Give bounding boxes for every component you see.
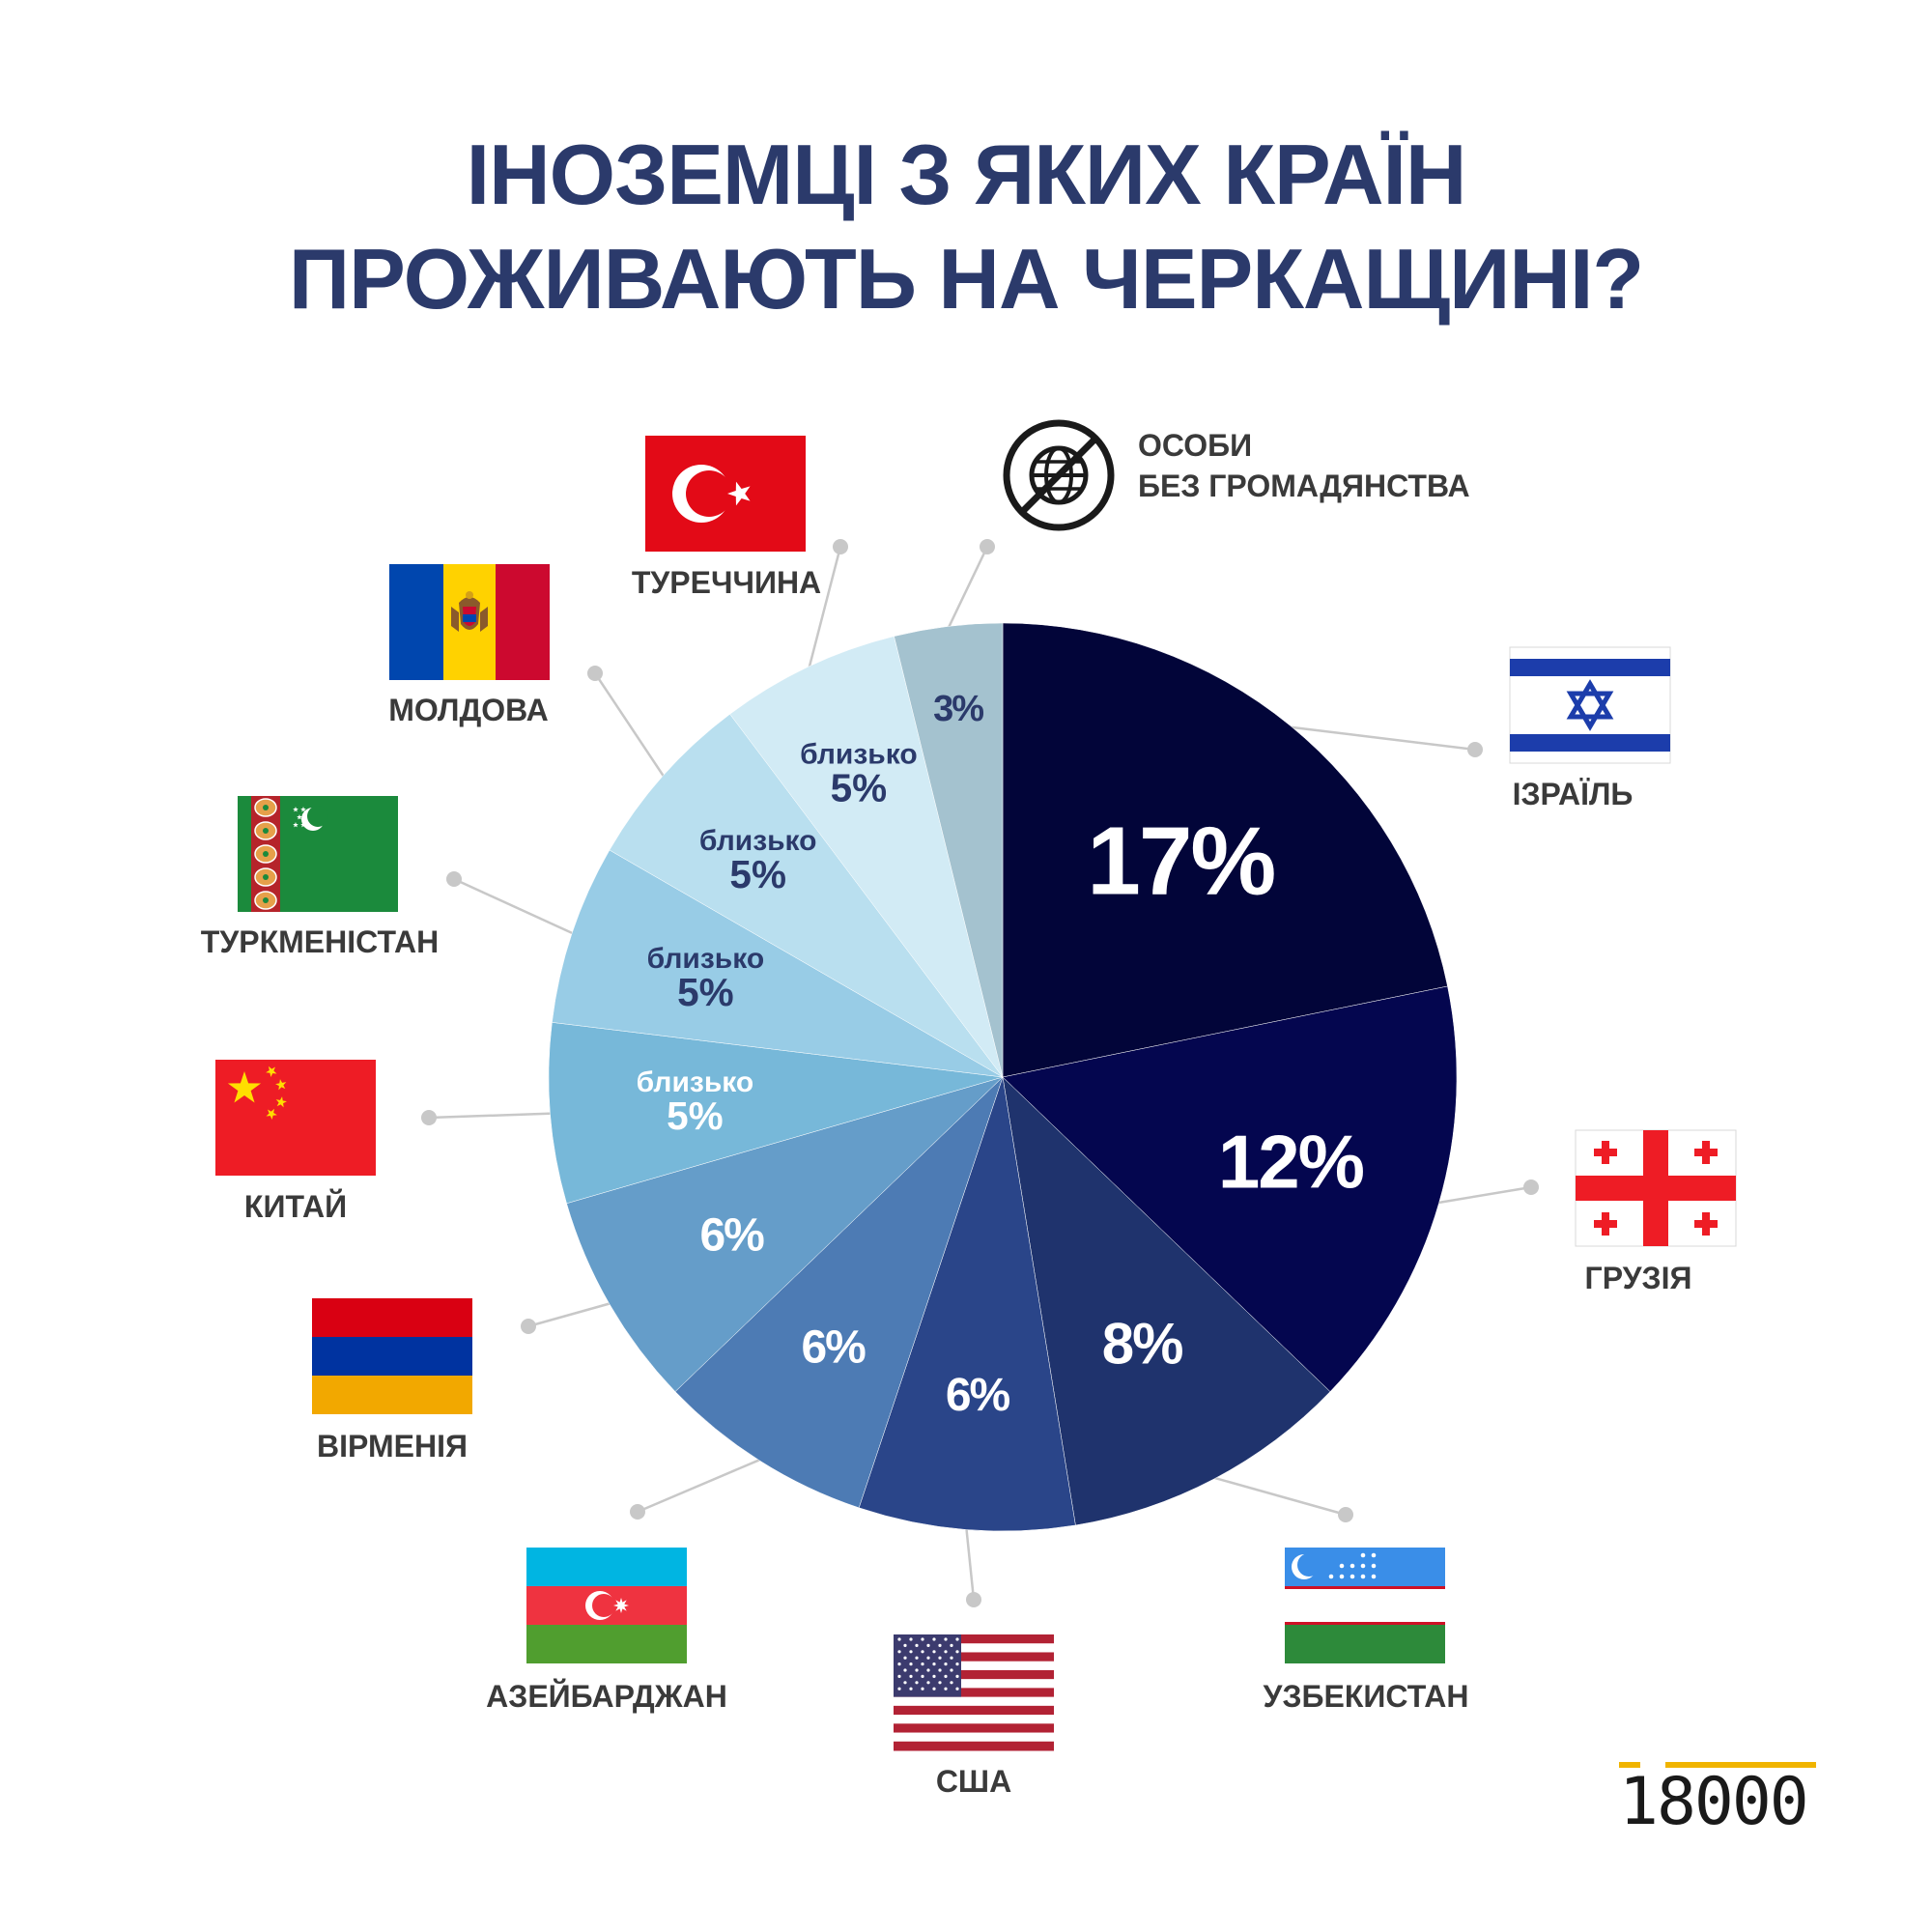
legend-label-slice-2: ГРУЗІЯ <box>1585 1261 1692 1295</box>
flag-azerbaijan-icon <box>526 1548 687 1663</box>
slice-5-wedge <box>674 1076 1004 1509</box>
legend-label-slice-7: КИТАЙ <box>244 1189 347 1224</box>
legend-label-slice-5: АЗЕЙБАРДЖАН <box>486 1679 727 1714</box>
legend-label-stateless-line-1: ОСОБИ <box>1138 428 1252 463</box>
flag-china-icon <box>215 1060 376 1176</box>
slice-4-connector <box>965 1527 976 1601</box>
slice-6-connector-dot <box>521 1319 536 1334</box>
slice-4-value-label: 6% <box>946 1370 1010 1421</box>
slice-2-wedge <box>1002 985 1458 1392</box>
slice-3-wedge <box>1002 1076 1331 1526</box>
slice-value-labels: 17%12%8%6%6%6%близько5%близько5%близько5… <box>637 689 1366 1421</box>
slice-7-wedge <box>548 1022 1004 1205</box>
slice-1-wedge <box>1002 622 1448 1078</box>
slice-8-connector <box>453 877 575 935</box>
slice-7-connector-dot <box>421 1110 437 1125</box>
logo-18000: 18000 <box>1619 1762 1816 1839</box>
slice-3-connector-dot <box>1338 1507 1353 1522</box>
slice-10-connector <box>808 546 842 669</box>
legend-label-slice-10: ТУРЕЧЧИНА <box>632 565 821 600</box>
slice-11-value-label: 3% <box>933 689 983 729</box>
slice-6-wedge <box>566 1076 1004 1392</box>
legend-label-slice-8: ТУРКМЕНІСТАН <box>201 924 439 959</box>
slice-7-connector <box>428 1112 553 1120</box>
logo-accent-bar <box>1665 1762 1816 1768</box>
slice-9-connector <box>593 672 666 779</box>
slice-7-prefix-label: близько <box>637 1066 754 1098</box>
slice-8-value-label: 5% <box>677 970 734 1014</box>
legend-label-slice-1: ІЗРАЇЛЬ <box>1513 777 1634 811</box>
flag-armenia-icon <box>312 1298 472 1414</box>
slice-3-value-label: 8% <box>1102 1311 1182 1376</box>
flag-usa-icon <box>894 1634 1054 1751</box>
slice-11-connector-dot <box>980 539 995 554</box>
slice-5-connector-dot <box>630 1504 645 1520</box>
stateless-globe-icon <box>1003 419 1115 531</box>
slice-2-connector <box>1436 1185 1532 1205</box>
flag-turkey-icon <box>645 436 806 552</box>
slice-9-connector-dot <box>587 666 603 681</box>
logo-text: 18000 <box>1619 1764 1809 1840</box>
legend-label-slice-6: ВІРМЕНІЯ <box>317 1429 468 1463</box>
slice-4-connector-dot <box>966 1592 981 1607</box>
pie-slices <box>548 622 1458 1532</box>
slice-10-value-label: 5% <box>831 765 888 810</box>
legend-label-slice-3: УЗБЕКИСТАН <box>1264 1679 1469 1714</box>
chart-title-line-1: ІНОЗЕМЦІ З ЯКИХ КРАЇН <box>466 127 1467 222</box>
slice-5-value-label: 6% <box>801 1321 866 1373</box>
slice-8-wedge <box>552 849 1004 1078</box>
slice-8-connector-dot <box>446 871 462 887</box>
slice-8-prefix-label: близько <box>647 943 765 975</box>
connector-lines <box>421 539 1539 1607</box>
slice-10-wedge <box>729 636 1004 1078</box>
legend-label-stateless-line-2: БЕЗ ГРОМАДЯНСТВА <box>1138 469 1470 503</box>
slice-11-wedge <box>894 622 1004 1078</box>
country-legend: ІЗРАЇЛЬ ГРУЗІЯ УЗБЕКИСТАН США АЗЕЙБАРДЖАН ВІР… <box>201 419 1737 1799</box>
legend-label-slice-4: США <box>936 1764 1011 1799</box>
slice-1-connector <box>1288 725 1476 752</box>
slice-2-value-label: 12% <box>1218 1119 1364 1204</box>
logo-accent-bar <box>1619 1762 1640 1768</box>
slice-1-connector-dot <box>1467 742 1483 757</box>
flag-turkmenistan-icon <box>238 796 398 912</box>
slice-9-prefix-label: близько <box>699 825 817 857</box>
slice-9-value-label: 5% <box>729 852 786 896</box>
flag-georgia-icon <box>1575 1129 1737 1247</box>
legend-label-slice-9: МОЛДОВА <box>388 693 549 727</box>
slice-6-connector <box>527 1301 612 1328</box>
slice-7-value-label: 5% <box>667 1094 724 1138</box>
slice-10-connector-dot <box>833 539 848 554</box>
slice-3-connector <box>1212 1476 1347 1517</box>
slice-9-wedge <box>609 713 1004 1078</box>
flag-israel-icon <box>1509 646 1671 764</box>
slice-6-value-label: 6% <box>699 1209 764 1261</box>
slice-1-value-label: 17% <box>1087 807 1274 915</box>
slice-10-prefix-label: близько <box>800 738 918 770</box>
chart-title-line-2: ПРОЖИВАЮТЬ НА ЧЕРКАЩИНІ? <box>288 231 1644 327</box>
slice-4-wedge <box>858 1076 1076 1532</box>
slice-11-connector <box>947 546 989 629</box>
flag-moldova-icon <box>389 564 550 680</box>
slice-5-connector <box>637 1458 762 1514</box>
flag-uzbekistan-icon <box>1285 1548 1445 1663</box>
slice-2-connector-dot <box>1523 1179 1539 1195</box>
